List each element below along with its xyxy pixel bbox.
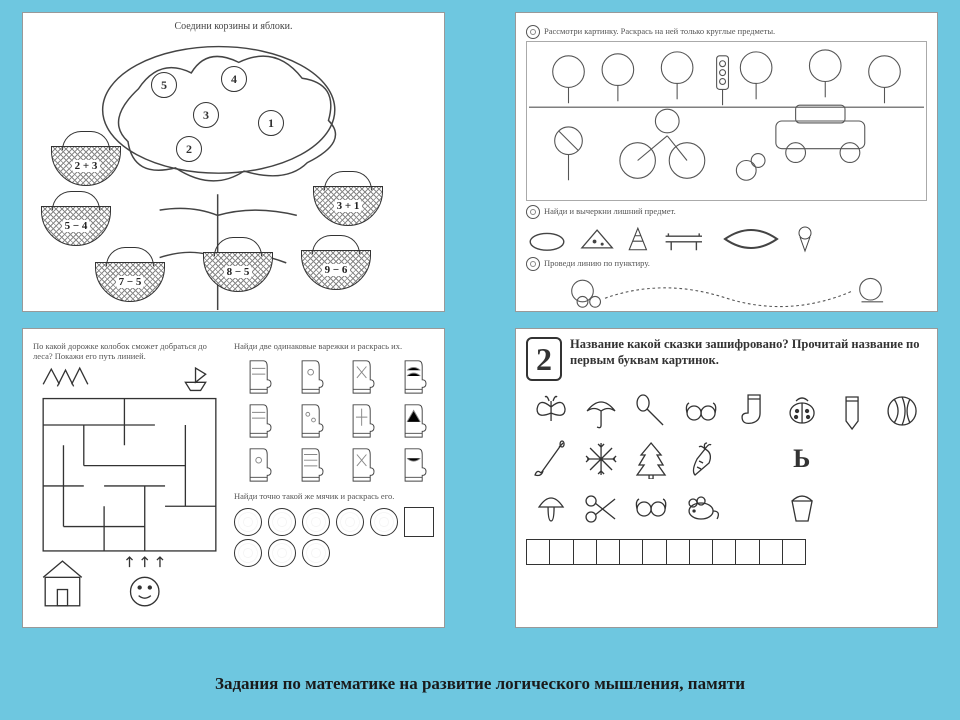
empty <box>731 439 773 479</box>
worksheet-tree-baskets: Соедини корзины и яблоки. 5 4 3 2 1 2 + … <box>22 12 445 312</box>
mitten-icon <box>337 445 383 483</box>
scissors-icon <box>580 487 622 527</box>
ball-icon <box>336 508 364 536</box>
butterfly-icon <box>530 391 572 431</box>
page-caption: Задания по математике на развитие логиче… <box>0 674 960 694</box>
sock-icon <box>731 391 773 431</box>
mitten-icon <box>389 401 435 439</box>
mittens-instr: Найди две одинаковые варежки и раскрась … <box>234 341 434 351</box>
ball-icon <box>234 539 262 567</box>
maze <box>33 363 226 619</box>
mushroom-icon <box>530 487 572 527</box>
fixed-letter: Ь <box>781 439 823 479</box>
item-pyramid-icon <box>626 225 650 253</box>
apple-4: 4 <box>221 66 247 92</box>
item-cheese-icon <box>578 225 616 253</box>
mouse-icon <box>680 487 722 527</box>
ball-icon <box>302 508 330 536</box>
empty <box>881 439 923 479</box>
empty <box>831 487 873 527</box>
needle-icon <box>530 439 572 479</box>
tree-title: Соедини корзины и яблоки. <box>33 21 434 32</box>
task-number: 2 <box>526 337 562 381</box>
apple-5: 5 <box>151 72 177 98</box>
apple-2: 2 <box>176 136 202 162</box>
ball-icon <box>268 508 296 536</box>
mitten-icon <box>389 445 435 483</box>
coloring-instr-2: Найди и вычеркни лишний предмет. <box>526 205 927 219</box>
ladybug-icon <box>781 391 823 431</box>
mitten-icon <box>337 401 383 439</box>
empty <box>831 439 873 479</box>
coloring-scene <box>526 41 927 201</box>
bucket-icon <box>781 487 823 527</box>
odd-one-out-row <box>526 221 927 253</box>
worksheet-cipher: 2 Название какой сказки зашифровано? Про… <box>515 328 938 628</box>
mitten-icon <box>286 445 332 483</box>
item-bench-icon <box>660 225 708 253</box>
umbrella-icon <box>580 391 622 431</box>
apple-3: 3 <box>193 102 219 128</box>
apple-1: 1 <box>258 110 284 136</box>
balls-instr: Найди точно такой же мячик и раскрась ег… <box>234 491 434 501</box>
mitten-grid <box>234 353 434 487</box>
item-sausage-icon <box>717 225 785 253</box>
ball-target-box <box>404 507 434 537</box>
answer-boxes <box>526 539 806 565</box>
empty <box>881 487 923 527</box>
mitten-icon <box>234 445 280 483</box>
glasses2-icon <box>630 487 672 527</box>
spruce-icon <box>630 439 672 479</box>
worksheet-coloring: Рассмотри картинку. Раскрась на ней толь… <box>515 12 938 312</box>
item-icecream-icon <box>795 225 815 253</box>
mitten-icon <box>286 401 332 439</box>
mitten-icon <box>234 401 280 439</box>
tree-diagram: 5 4 3 2 1 2 + 3 5 − 4 7 − 5 3 + 1 8 − 5 … <box>33 36 434 296</box>
ball-icon <box>268 539 296 567</box>
item-bread-icon <box>526 225 568 253</box>
cipher-title: Название какой сказки зашифровано? Прочи… <box>570 337 927 368</box>
pencil-icon <box>831 391 873 431</box>
snowflake-icon <box>580 439 622 479</box>
coloring-instr-3: Проведи линию по пунктиру. <box>526 257 927 271</box>
ball-icon <box>234 508 262 536</box>
ball-icon <box>370 508 398 536</box>
mitten-icon <box>234 357 280 395</box>
coloring-instr-1: Рассмотри картинку. Раскрась на ней толь… <box>526 25 927 39</box>
cipher-icon-grid: Ь <box>526 381 927 533</box>
maze-instr: По какой дорожке колобок сможет добратьс… <box>33 341 226 361</box>
worksheet-maze-mittens: По какой дорожке колобок сможет добратьс… <box>22 328 445 628</box>
ball-row <box>234 503 434 537</box>
trace-line-row <box>526 273 927 309</box>
ball-icon <box>302 539 330 567</box>
mitten-icon <box>337 357 383 395</box>
mitten-icon <box>389 357 435 395</box>
mitten-icon <box>286 357 332 395</box>
carrot-icon <box>680 439 722 479</box>
spoon-icon <box>630 391 672 431</box>
empty <box>731 487 773 527</box>
glasses-icon <box>680 391 722 431</box>
watermelon-icon <box>881 391 923 431</box>
ball-row-2 <box>234 537 434 567</box>
